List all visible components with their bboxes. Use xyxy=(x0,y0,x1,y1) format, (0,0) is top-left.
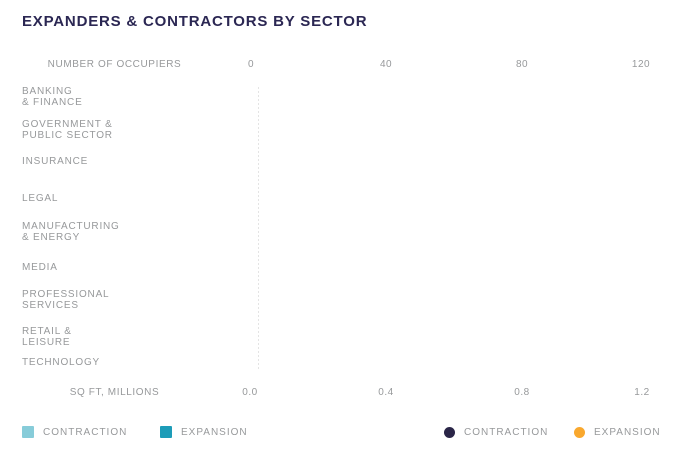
expansion-dot-swatch-icon xyxy=(574,426,585,438)
sector-label-banking-finance: BANKING & FINANCE xyxy=(22,86,83,108)
top-axis-tick: 0 xyxy=(247,59,255,70)
top-axis-tick: 120 xyxy=(631,59,651,70)
sector-label-professional-services: PROFESSIONAL SERVICES xyxy=(22,289,110,311)
sector-label-media: MEDIA xyxy=(22,262,58,273)
sector-label-manufacturing-energy: MANUFACTURING & ENERGY xyxy=(22,221,120,243)
legend-label-contraction: CONTRACTION xyxy=(464,426,549,438)
contraction-dot-swatch-icon xyxy=(444,426,455,438)
top-axis-tick: 80 xyxy=(515,59,529,70)
top-axis-tick: 40 xyxy=(379,59,393,70)
legend-item-sqft-contraction: CONTRACTION xyxy=(444,424,548,440)
bottom-axis-tick: 1.2 xyxy=(634,387,650,398)
legend-label-expansion: EXPANSION xyxy=(594,426,661,438)
sector-label-insurance: INSURANCE xyxy=(22,156,89,167)
legend-label-expansion: EXPANSION xyxy=(181,426,248,438)
legend-item-sqft-expansion: EXPANSION xyxy=(574,424,661,440)
bottom-axis-label: SQ FT, MILLIONS xyxy=(69,387,160,398)
bottom-axis-tick: 0.0 xyxy=(242,387,258,398)
chart-title: EXPANDERS & CONTRACTORS BY SECTOR xyxy=(22,13,368,30)
sector-label-legal: LEGAL xyxy=(22,193,59,204)
legend-item-occupiers-expansion: EXPANSION xyxy=(160,424,248,440)
expansion-square-swatch-icon xyxy=(160,426,172,438)
sector-label-technology: TECHNOLOGY xyxy=(22,357,101,368)
bottom-axis-tick: 0.8 xyxy=(514,387,530,398)
bottom-axis-tick: 0.4 xyxy=(378,387,394,398)
contraction-square-swatch-icon xyxy=(22,426,34,438)
top-axis-label: NUMBER OF OCCUPIERS xyxy=(47,59,182,70)
legend-label-contraction: CONTRACTION xyxy=(43,426,128,438)
legend-item-occupiers-contraction: CONTRACTION xyxy=(22,424,127,440)
sector-label-retail-leisure: RETAIL & LEISURE xyxy=(22,326,72,348)
sector-label-government-public-sector: GOVERNMENT & PUBLIC SECTOR xyxy=(22,119,113,141)
zero-axis-line xyxy=(258,87,259,371)
